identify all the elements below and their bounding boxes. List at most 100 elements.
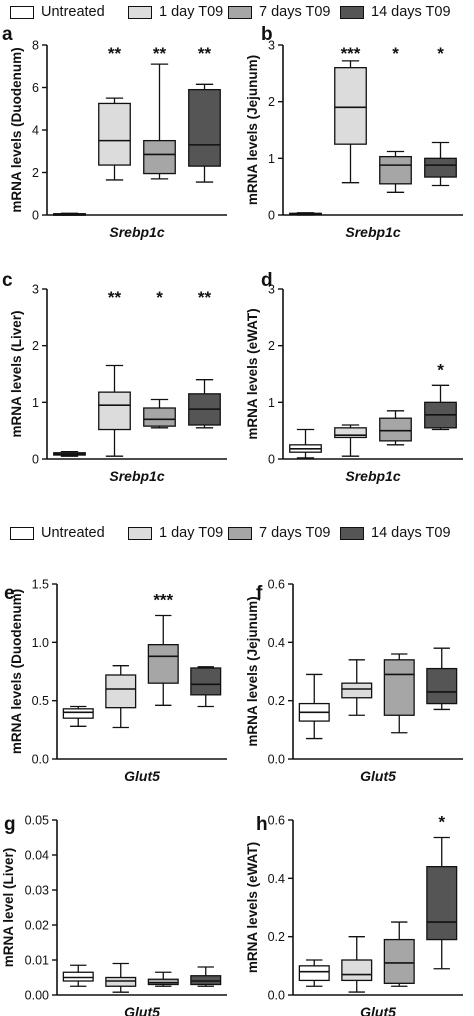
box-7-days-t09 [147, 971, 179, 987]
box-untreated [62, 964, 94, 987]
iqr-box [190, 975, 222, 986]
y-tick-label: 2 [268, 339, 275, 353]
legend-swatch [340, 526, 364, 540]
legend-top: Untreated 1 day T09 7 days T09 14 days T… [0, 0, 474, 22]
iqr-box [426, 667, 458, 705]
box-1-day-t09: *** [334, 44, 367, 184]
box-7-days-t09 [383, 921, 415, 987]
significance-marker: ** [198, 44, 212, 63]
legend-swatch [228, 526, 252, 540]
box-untreated [298, 959, 330, 987]
iqr-box [188, 88, 221, 167]
box-1-day-t09 [341, 936, 373, 993]
y-axis-title: mRNA level (Liver) [1, 848, 16, 968]
y-tick-label: 0 [268, 209, 275, 223]
y-tick-label: 1 [268, 152, 275, 166]
box-7-days-t09: ** [143, 44, 176, 180]
legend-item-1day: 1 day T09 [128, 525, 223, 541]
iqr-box [98, 102, 131, 166]
x-axis-title: Srebp1c [345, 224, 400, 240]
significance-marker: ** [108, 44, 122, 63]
panel-e: e 0.0 0.5 1.0 1.5 mRNA levels (Duodenum) Glut5… [4, 578, 227, 784]
significance-marker: ** [153, 44, 167, 63]
iqr-box [147, 978, 179, 986]
iqr-box [341, 682, 373, 699]
legend-swatch [10, 526, 34, 540]
y-tick-label: 8 [32, 39, 39, 53]
panel-letter: g [4, 814, 16, 835]
box-1-day-t09 [341, 659, 373, 716]
y-axis-title: mRNA levels (eWAT) [245, 842, 260, 973]
y-tick-label: 0.4 [268, 872, 285, 886]
box-1-day-t09: ** [98, 44, 131, 181]
y-tick-label: 0.6 [268, 578, 285, 592]
panel-g: g 0.00 0.01 0.02 0.03 0.04 0.05 mRNA level (Liv… [1, 814, 227, 1016]
y-tick-label: 2 [32, 166, 39, 180]
y-tick-label: 2 [32, 339, 39, 353]
y-tick-label: 0.6 [268, 814, 285, 828]
legend-item-untreated: Untreated [10, 4, 105, 20]
iqr-box [62, 971, 94, 982]
legend-label: 14 days T09 [371, 525, 451, 541]
box-7-days-t09 [383, 653, 415, 734]
box-untreated [289, 428, 322, 459]
panel-letter: f [256, 583, 263, 604]
legend-label: 7 days T09 [259, 4, 331, 20]
y-tick-label: 0.0 [268, 989, 285, 1003]
significance-marker: *** [341, 44, 361, 63]
y-tick-label: 6 [32, 81, 39, 95]
box-1-day-t09 [105, 665, 137, 729]
y-axis-title: mRNA levels (Duodenum) [9, 589, 24, 754]
y-axis-title: mRNA levels (Jejunum) [245, 55, 260, 205]
iqr-box [334, 427, 367, 439]
panel-letter: c [2, 270, 13, 291]
y-tick-label: 0 [32, 453, 39, 467]
box-14-days-t09: * [426, 813, 458, 970]
legend-item-1day: 1 day T09 [128, 4, 223, 20]
y-tick-label: 2 [268, 95, 275, 109]
panel-letter: e [4, 583, 15, 604]
y-tick-label: 4 [32, 124, 39, 138]
y-tick-label: 0 [268, 453, 275, 467]
legend-label: Untreated [41, 4, 105, 20]
legend-item-14days: 14 days T09 [340, 4, 451, 20]
box-7-days-t09: *** [147, 591, 179, 706]
legend-item-untreated: Untreated [10, 525, 105, 541]
legend-swatch [228, 5, 252, 19]
legend-swatch [340, 5, 364, 19]
iqr-box [105, 674, 137, 709]
panel-letter: d [261, 270, 273, 291]
iqr-box [147, 644, 179, 684]
iqr-box [383, 938, 415, 984]
y-tick-label: 0.4 [268, 636, 285, 650]
y-tick-label: 0.04 [25, 849, 49, 863]
y-axis-title: mRNA levels (Duodenum) [9, 47, 24, 212]
box-14-days-t09: * [424, 44, 457, 187]
significance-marker: * [392, 44, 399, 63]
y-tick-label: 0.05 [25, 814, 49, 828]
panel-h: h 0.0 0.2 0.4 0.6 mRNA levels (eWAT) Glut5 * [245, 813, 463, 1016]
panel-d: d 0 1 2 3 mRNA levels (eWAT) Srebp1c * [245, 270, 463, 484]
iqr-box [426, 866, 458, 941]
y-tick-label: 0.0 [32, 753, 49, 767]
box-14-days-t09: ** [188, 288, 221, 429]
x-axis-title: Glut5 [360, 768, 396, 784]
y-tick-label: 0.00 [25, 989, 49, 1003]
x-axis-title: Glut5 [360, 1004, 396, 1016]
box-7-days-t09: * [379, 44, 412, 193]
box-7-days-t09 [379, 410, 412, 446]
legend-item-7days: 7 days T09 [228, 4, 330, 20]
box-1-day-t09 [105, 962, 137, 993]
y-tick-label: 1.5 [32, 578, 49, 592]
y-tick-label: 0.5 [32, 694, 49, 708]
iqr-box [105, 976, 137, 987]
iqr-box [341, 959, 373, 982]
iqr-box [334, 67, 367, 145]
box-14-days-t09 [190, 666, 222, 708]
box-untreated [289, 212, 322, 216]
legend-label: 7 days T09 [259, 525, 331, 541]
y-tick-label: 0.2 [268, 694, 285, 708]
